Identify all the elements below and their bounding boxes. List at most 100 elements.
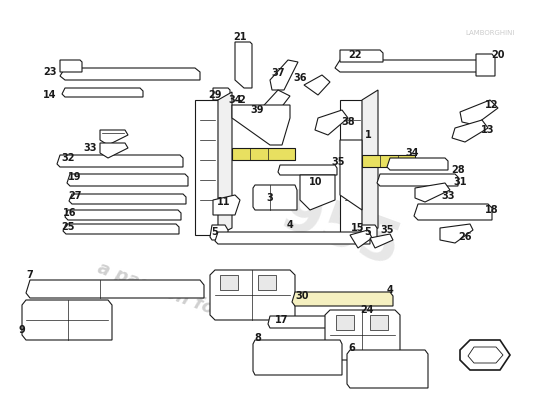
Polygon shape	[278, 165, 337, 175]
Polygon shape	[414, 204, 492, 220]
Text: 37: 37	[271, 68, 285, 78]
Polygon shape	[253, 340, 342, 375]
Polygon shape	[315, 110, 348, 135]
Text: 6: 6	[349, 343, 355, 353]
Polygon shape	[67, 174, 188, 186]
Polygon shape	[235, 42, 252, 88]
Polygon shape	[268, 316, 342, 328]
Text: 34: 34	[405, 148, 419, 158]
Polygon shape	[340, 140, 362, 210]
Text: 10: 10	[309, 177, 323, 187]
Polygon shape	[468, 347, 503, 363]
Polygon shape	[360, 225, 377, 240]
Text: 33: 33	[441, 191, 455, 201]
Polygon shape	[63, 224, 179, 234]
Polygon shape	[452, 120, 488, 142]
Polygon shape	[213, 195, 240, 215]
Text: 30: 30	[295, 291, 309, 301]
Polygon shape	[210, 270, 295, 320]
Polygon shape	[460, 100, 498, 125]
Polygon shape	[270, 60, 298, 90]
Text: 23: 23	[43, 67, 57, 77]
Polygon shape	[62, 88, 143, 97]
Polygon shape	[370, 315, 388, 330]
Text: 24: 24	[360, 305, 374, 315]
Text: 15: 15	[351, 223, 365, 233]
Polygon shape	[362, 90, 378, 235]
Polygon shape	[335, 60, 485, 72]
Text: 8: 8	[255, 333, 261, 343]
Text: 31: 31	[453, 177, 467, 187]
Polygon shape	[100, 143, 128, 158]
Polygon shape	[304, 75, 330, 95]
Polygon shape	[195, 100, 218, 235]
Text: 11: 11	[217, 197, 231, 207]
Polygon shape	[340, 100, 362, 235]
Polygon shape	[325, 310, 400, 360]
Polygon shape	[218, 92, 232, 235]
Polygon shape	[440, 224, 473, 243]
Text: 17: 17	[275, 315, 289, 325]
Text: 33: 33	[83, 143, 97, 153]
Polygon shape	[65, 210, 181, 220]
Text: 38: 38	[341, 117, 355, 127]
Text: 26: 26	[458, 232, 472, 242]
Polygon shape	[377, 174, 458, 186]
Text: 14: 14	[43, 90, 57, 100]
Polygon shape	[336, 315, 354, 330]
Text: 1: 1	[365, 130, 371, 140]
Text: 2: 2	[239, 95, 245, 105]
Text: 7: 7	[26, 270, 34, 280]
Polygon shape	[350, 230, 372, 248]
Text: 955: 955	[273, 182, 407, 278]
Text: 16: 16	[63, 208, 77, 218]
Polygon shape	[476, 54, 495, 76]
Text: 5: 5	[212, 227, 218, 237]
Polygon shape	[253, 185, 297, 210]
Text: 34: 34	[228, 95, 242, 105]
Text: 3: 3	[267, 193, 273, 203]
Polygon shape	[347, 350, 428, 388]
Polygon shape	[60, 68, 200, 80]
Text: 12: 12	[485, 100, 499, 110]
Text: 35: 35	[380, 225, 394, 235]
Text: 4: 4	[387, 285, 393, 295]
Text: 39: 39	[250, 105, 264, 115]
Text: 21: 21	[233, 32, 247, 42]
Polygon shape	[258, 275, 276, 290]
Polygon shape	[26, 280, 204, 298]
Text: 27: 27	[68, 191, 82, 201]
Polygon shape	[255, 90, 290, 122]
Text: a passion for: a passion for	[95, 259, 225, 321]
Text: 4: 4	[287, 220, 293, 230]
Text: 19: 19	[68, 172, 82, 182]
Polygon shape	[22, 300, 112, 340]
Text: 18: 18	[485, 205, 499, 215]
Polygon shape	[100, 130, 128, 145]
Text: 28: 28	[451, 165, 465, 175]
Polygon shape	[415, 183, 450, 202]
Polygon shape	[220, 275, 238, 290]
Text: 20: 20	[491, 50, 505, 60]
Text: 22: 22	[348, 50, 362, 60]
Text: 13: 13	[481, 125, 495, 135]
Polygon shape	[215, 232, 370, 244]
Text: 5: 5	[365, 227, 371, 237]
Polygon shape	[60, 60, 82, 72]
Polygon shape	[210, 225, 228, 240]
Polygon shape	[300, 175, 335, 210]
Polygon shape	[340, 50, 383, 62]
Polygon shape	[387, 158, 448, 170]
Polygon shape	[460, 340, 510, 370]
Text: 9: 9	[19, 325, 25, 335]
Polygon shape	[232, 105, 290, 145]
Text: 36: 36	[293, 73, 307, 83]
Polygon shape	[57, 155, 183, 167]
Text: LAMBORGHINI: LAMBORGHINI	[465, 30, 515, 36]
Polygon shape	[69, 194, 186, 204]
Polygon shape	[213, 88, 230, 100]
Polygon shape	[232, 148, 295, 160]
Text: 35: 35	[331, 157, 345, 167]
Text: 29: 29	[208, 90, 222, 100]
Polygon shape	[362, 155, 415, 167]
